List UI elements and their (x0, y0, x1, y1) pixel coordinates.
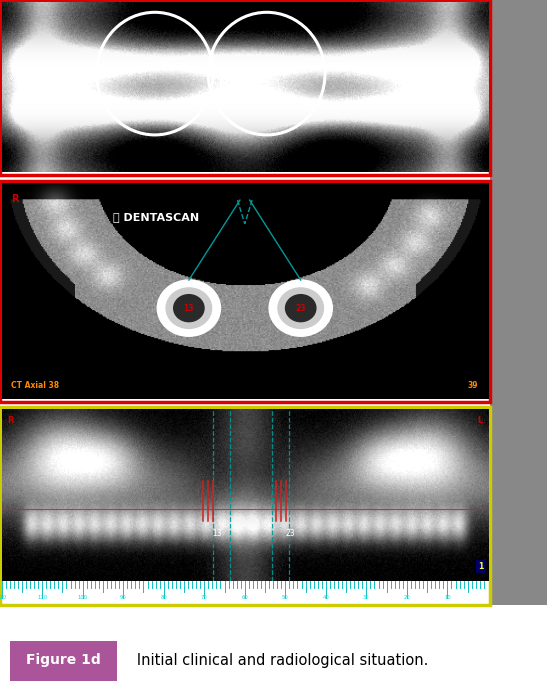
Bar (0, 181, 490, 402)
Text: 23: 23 (285, 530, 295, 539)
Text: 30: 30 (363, 595, 370, 600)
Bar (0, 606, 547, 695)
Text: 13: 13 (212, 530, 222, 539)
Text: 100: 100 (78, 595, 88, 600)
FancyBboxPatch shape (10, 641, 117, 681)
Text: R: R (11, 194, 19, 204)
Circle shape (166, 288, 212, 328)
Bar (333, 181, 490, 220)
Text: Initial clinical and radiological situation.: Initial clinical and radiological situat… (123, 653, 428, 668)
Text: 10: 10 (444, 595, 451, 600)
Text: CT Axial 38: CT Axial 38 (11, 382, 60, 391)
Text: L: L (477, 416, 482, 425)
Text: 23: 23 (295, 304, 306, 313)
Text: 39: 39 (468, 382, 478, 391)
Text: 1: 1 (478, 562, 483, 571)
Text: Figure 1d: Figure 1d (26, 653, 100, 667)
Circle shape (269, 280, 333, 336)
Circle shape (286, 295, 316, 322)
Bar (0, 407, 490, 605)
Bar (490, 0, 547, 605)
Text: 70: 70 (201, 595, 208, 600)
Text: 90: 90 (120, 595, 126, 600)
Text: 50: 50 (282, 595, 289, 600)
Text: 120: 120 (0, 595, 7, 600)
Circle shape (278, 288, 323, 328)
Text: ⨨ DENTASCAN: ⨨ DENTASCAN (113, 213, 200, 222)
Circle shape (174, 295, 204, 322)
Text: 80: 80 (160, 595, 167, 600)
Text: 60: 60 (241, 595, 248, 600)
Text: 40: 40 (322, 595, 329, 600)
Bar (0, 0, 490, 175)
Text: Lossy compression us
Compression ratio: 20:: Lossy compression us Compression ratio: … (338, 188, 409, 198)
Text: 110: 110 (37, 595, 47, 600)
Text: 13: 13 (184, 304, 194, 313)
Circle shape (157, 280, 220, 336)
Text: 20: 20 (404, 595, 410, 600)
Text: R: R (8, 416, 14, 425)
